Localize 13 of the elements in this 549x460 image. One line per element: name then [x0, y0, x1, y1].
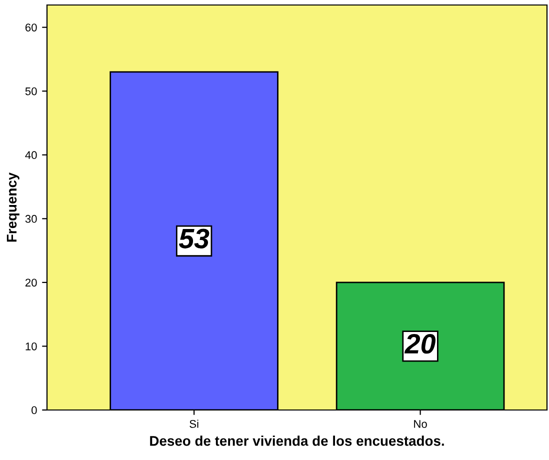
data-label: 53 [178, 228, 210, 248]
y-tick-label: 50 [25, 87, 37, 96]
y-tick-label: 0 [32, 406, 37, 414]
data-label: 20 [404, 334, 436, 354]
x-tick-label: Si [190, 420, 198, 428]
y-axis-title: Frequency [6, 172, 20, 242]
y-tick-label: 10 [26, 342, 37, 350]
y-tick-label: 60 [25, 24, 37, 32]
x-tick-label: No [414, 420, 427, 428]
y-tick-label: 30 [25, 214, 37, 223]
x-axis-title: Deseo de tener vivienda de los encuestados. [150, 436, 444, 446]
y-tick-label: 40 [25, 151, 37, 160]
y-tick-label: 20 [25, 278, 37, 287]
